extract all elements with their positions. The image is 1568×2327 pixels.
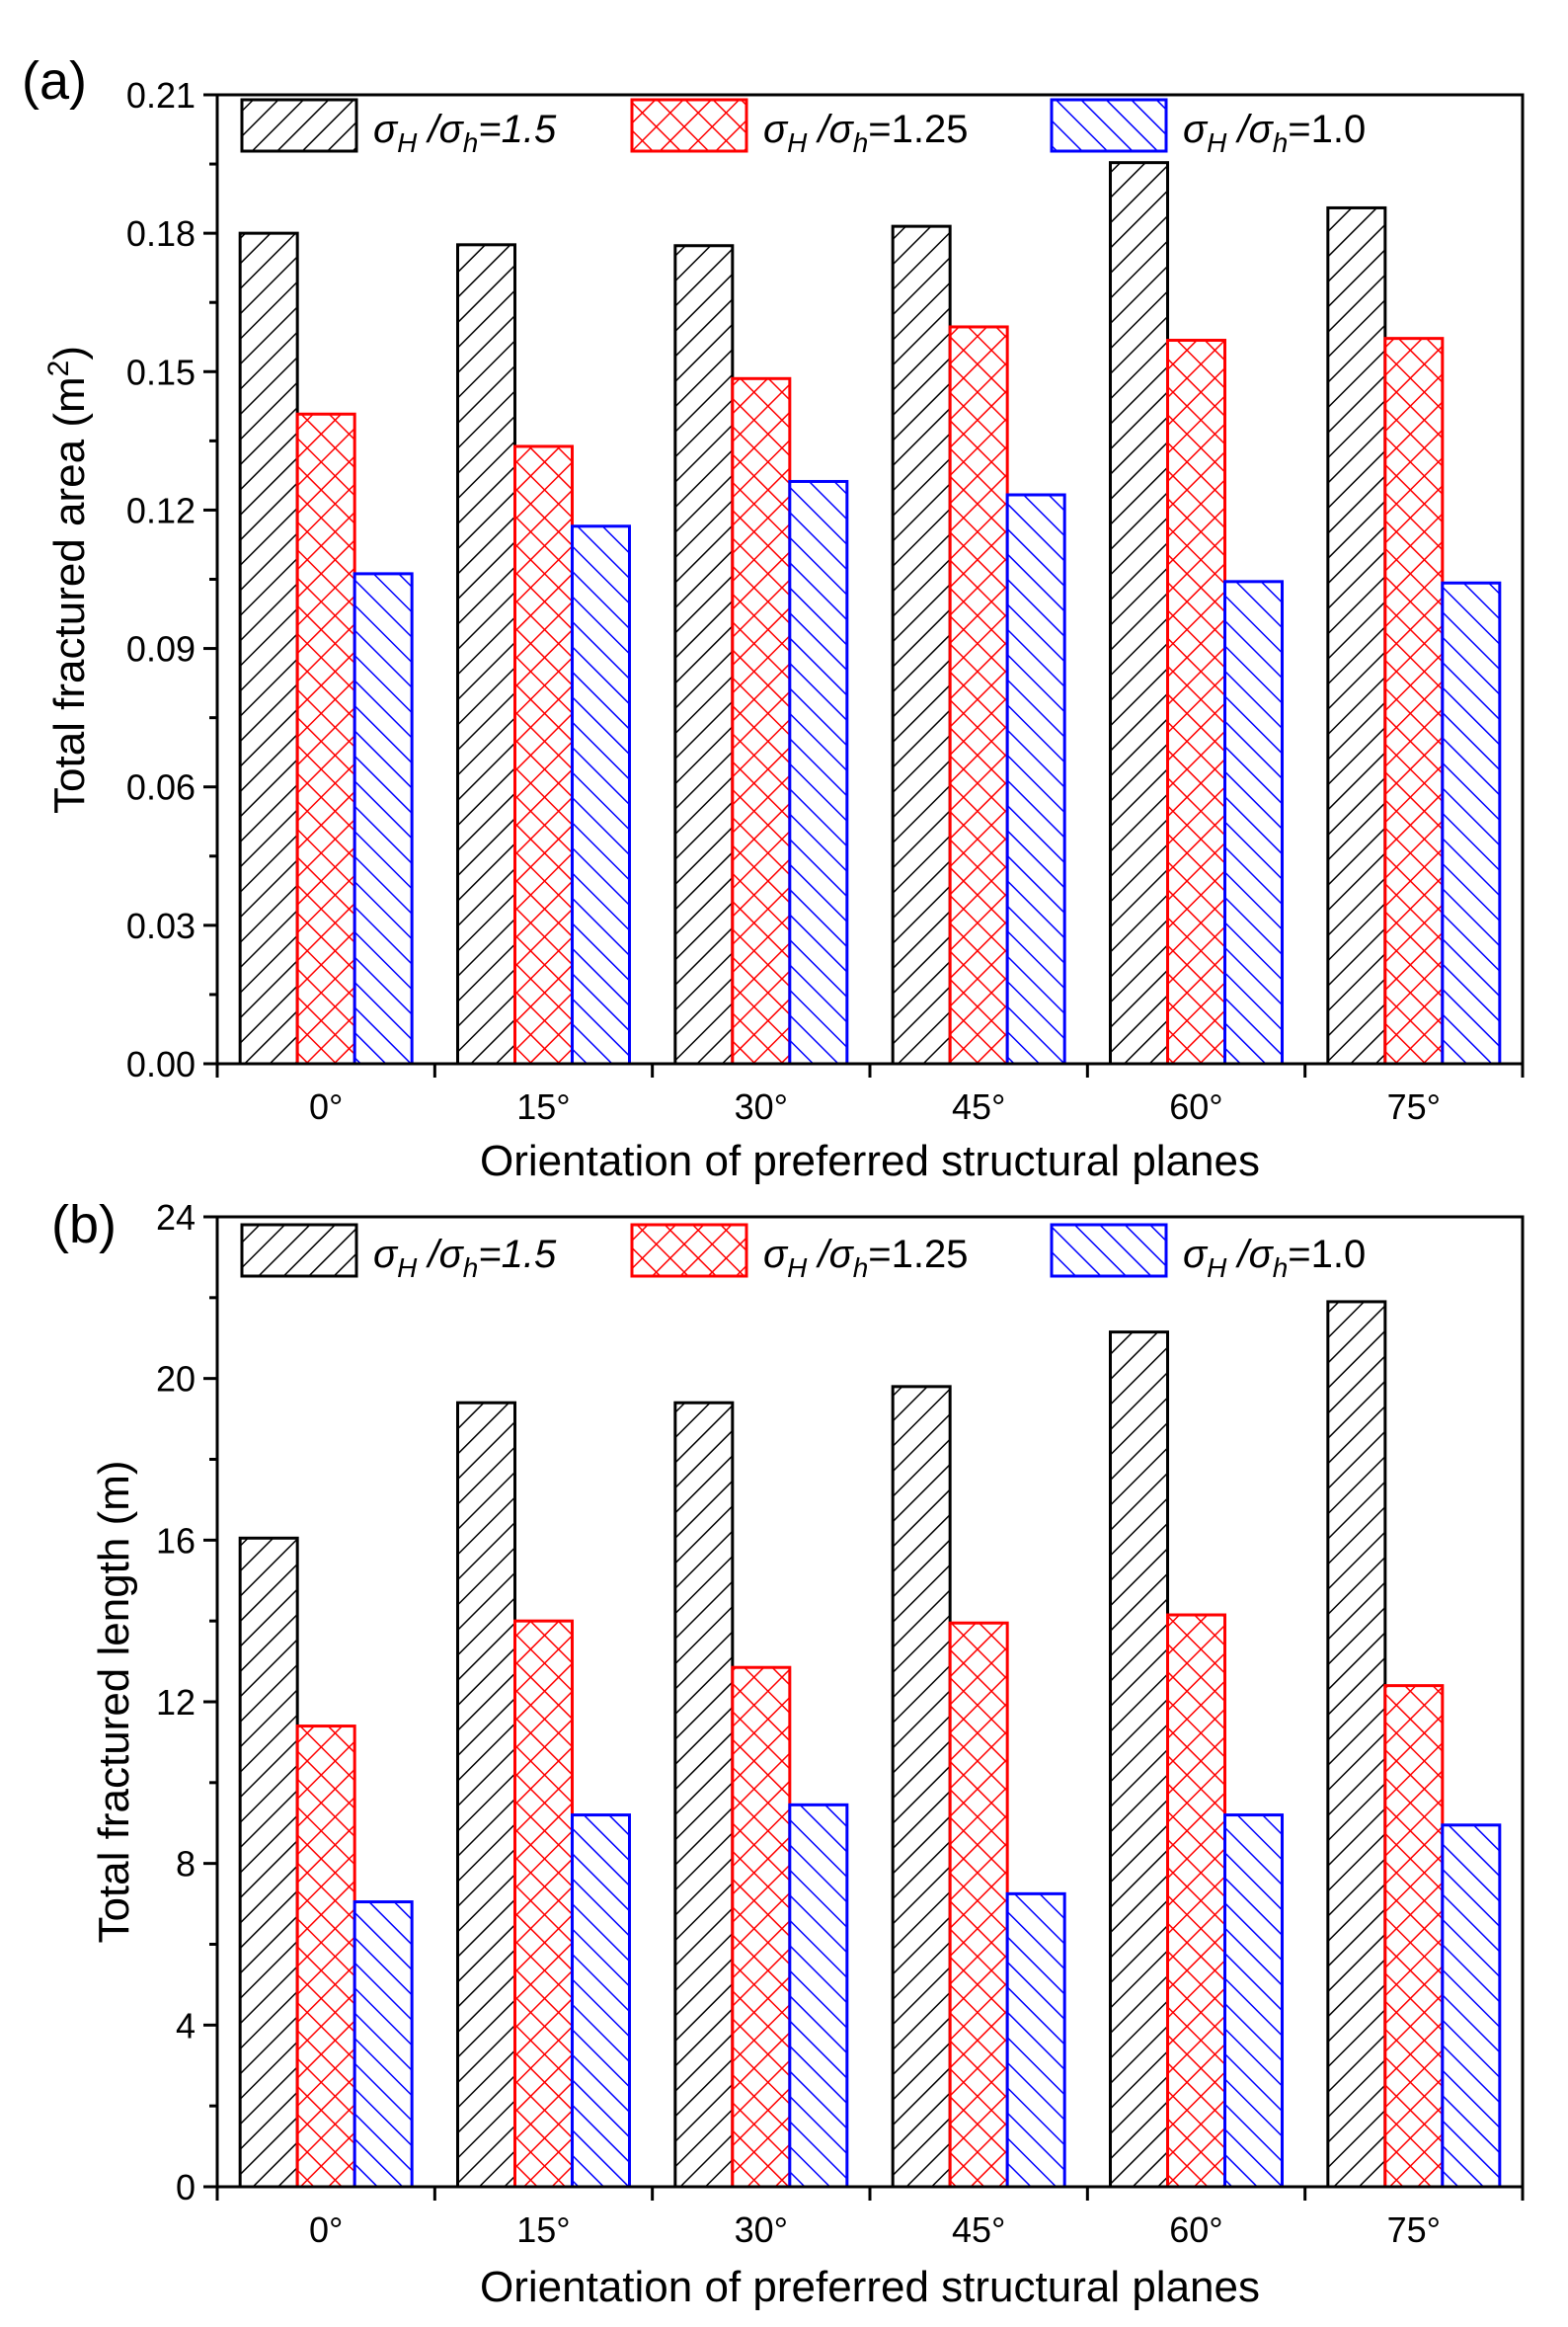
panel-a: (a) 0.00 0.03 0.06 0.09 0.12 0.15 0.18 0.21 0° 15… — [22, 51, 1525, 1185]
bar-a-s2-3 — [948, 325, 1009, 1066]
legend-b: σH /σh=1.5 σH /σh=1.25 σH /σh=1.0 — [240, 1223, 1366, 1283]
bar-b-s3-0 — [353, 1900, 414, 2189]
x-axis-title-b: Orientation of preferred structural plan… — [480, 2263, 1260, 2311]
axes-b: 0 4 8 12 16 20 24 0° 15° 30° 45° 60° 75° — [156, 1197, 1525, 2250]
y-axis-title-a: Total fractured area (m2) — [42, 346, 94, 814]
legend-label-b-1: σH /σh=1.5 — [373, 1233, 557, 1283]
ytick-label-b-3: 12 — [156, 1682, 196, 1723]
bar-a-s2-4 — [1166, 339, 1226, 1066]
legend-swatch-a-1 — [240, 98, 358, 153]
bar-b-s2-3 — [948, 1621, 1009, 2189]
bar-b-s2-0 — [295, 1725, 356, 2189]
legend-swatch-a-3 — [1050, 98, 1168, 153]
ytick-label-b-4: 16 — [156, 1520, 196, 1561]
ytick-label-a-0: 0.00 — [126, 1044, 196, 1084]
bar-b-s2-2 — [731, 1665, 792, 2189]
xtick-label-b-5: 75° — [1387, 2209, 1441, 2250]
legend-label-a-3: σH /σh=1.0 — [1183, 108, 1366, 158]
bar-a-s3-0 — [353, 572, 414, 1066]
bar-b-s3-1 — [571, 1813, 631, 2189]
xtick-label-b-4: 60° — [1169, 2209, 1222, 2250]
xtick-label-a-3: 45° — [952, 1086, 1005, 1127]
xtick-label-b-0: 0° — [309, 2209, 343, 2250]
bar-a-s1-5 — [1326, 205, 1387, 1066]
legend-swatch-a-2 — [630, 98, 748, 153]
ytick-label-a-2: 0.06 — [126, 767, 196, 808]
xtick-label-a-1: 15° — [516, 1086, 570, 1127]
y-axis-title-b: Total fractured length (m) — [90, 1460, 138, 1943]
legend-swatch-b-2 — [630, 1223, 748, 1278]
bar-b-s1-1 — [456, 1401, 516, 2189]
bar-a-s3-2 — [788, 479, 849, 1066]
ytick-label-a-4: 0.12 — [126, 490, 196, 530]
legend-swatch-b-3 — [1050, 1223, 1168, 1278]
panel-b: (b) 0 4 8 12 16 20 24 0° 15° 30° 45° 60° 75° σH /σh=… — [51, 1195, 1525, 2311]
bar-a-s1-0 — [238, 231, 299, 1066]
bar-a-s2-5 — [1383, 337, 1445, 1066]
xtick-label-b-3: 45° — [952, 2209, 1005, 2250]
legend-swatch-b-1 — [240, 1223, 358, 1278]
ytick-label-b-2: 8 — [176, 1844, 196, 1885]
bar-b-s1-3 — [891, 1385, 952, 2189]
xtick-label-b-1: 15° — [516, 2209, 570, 2250]
bar-a-s1-3 — [891, 224, 952, 1066]
legend-label-a-2: σH /σh=1.25 — [763, 108, 969, 158]
bar-a-s1-1 — [456, 243, 516, 1066]
panel-label-b: (b) — [51, 1195, 117, 1254]
bar-a-s3-3 — [1005, 493, 1066, 1066]
ytick-label-b-1: 4 — [176, 2005, 196, 2046]
bars-b — [238, 1300, 1502, 2189]
panel-label-a: (a) — [22, 51, 87, 111]
bar-b-s3-2 — [788, 1803, 849, 2189]
bar-a-s1-4 — [1109, 161, 1169, 1066]
bar-b-s2-4 — [1166, 1613, 1226, 2189]
bar-b-s1-5 — [1326, 1300, 1387, 2189]
xtick-label-b-2: 30° — [735, 2209, 788, 2250]
ytick-label-b-6: 24 — [156, 1197, 196, 1238]
bar-b-s3-3 — [1005, 1891, 1066, 2189]
bar-b-s1-0 — [238, 1536, 299, 2189]
ytick-label-a-7: 0.21 — [126, 75, 196, 116]
ytick-label-a-6: 0.18 — [126, 213, 196, 254]
legend-label-a-1: σH /σh=1.5 — [373, 108, 557, 158]
bar-b-s1-4 — [1109, 1330, 1169, 2189]
legend-label-b-2: σH /σh=1.25 — [763, 1233, 969, 1283]
bar-a-s3-5 — [1441, 581, 1502, 1066]
ytick-label-b-0: 0 — [176, 2167, 196, 2207]
bars-a — [238, 161, 1502, 1066]
axes-a: 0.00 0.03 0.06 0.09 0.12 0.15 0.18 0.21 0° 15° 30°… — [126, 75, 1525, 1127]
xtick-label-a-4: 60° — [1169, 1086, 1222, 1127]
ytick-label-a-5: 0.15 — [126, 352, 196, 392]
bar-b-s1-2 — [673, 1401, 735, 2189]
bar-b-s2-1 — [513, 1619, 574, 2189]
ytick-label-b-5: 20 — [156, 1359, 196, 1400]
bar-a-s3-1 — [571, 524, 631, 1066]
ytick-label-a-1: 0.03 — [126, 906, 196, 946]
legend-label-b-3: σH /σh=1.0 — [1183, 1233, 1366, 1283]
xtick-label-a-5: 75° — [1387, 1086, 1441, 1127]
xtick-label-a-0: 0° — [309, 1086, 343, 1127]
bar-b-s3-4 — [1223, 1813, 1284, 2189]
bar-a-s2-2 — [731, 376, 792, 1066]
bar-a-s1-2 — [673, 244, 735, 1066]
legend-a: σH /σh=1.5 σH /σh=1.25 σH /σh=1.0 — [240, 98, 1366, 158]
bar-b-s2-5 — [1383, 1684, 1445, 2189]
ytick-label-a-3: 0.09 — [126, 629, 196, 670]
x-axis-title-a: Orientation of preferred structural plan… — [480, 1137, 1260, 1185]
bar-b-s3-5 — [1441, 1823, 1502, 2189]
bar-a-s2-0 — [295, 412, 356, 1066]
bar-a-s3-4 — [1223, 580, 1284, 1066]
xtick-label-a-2: 30° — [735, 1086, 788, 1127]
bar-a-s2-1 — [513, 444, 574, 1066]
